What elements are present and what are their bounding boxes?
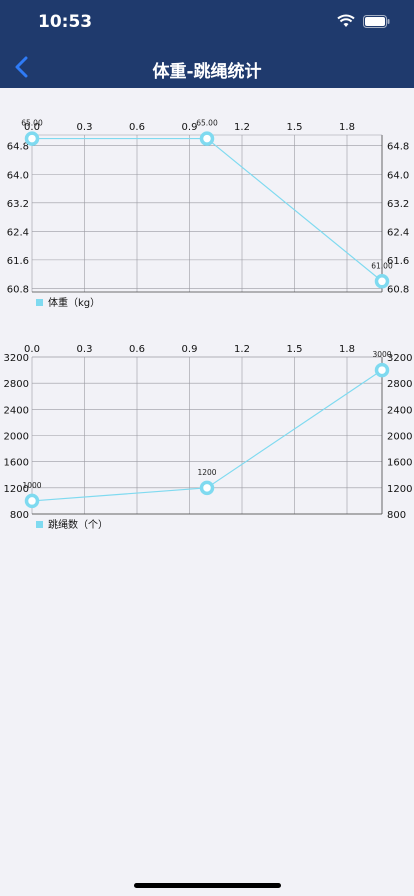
y-tick-label-left: 2800: [4, 379, 29, 390]
y-tick-label-left: 64.0: [7, 170, 29, 181]
y-tick-label-left: 3200: [4, 353, 29, 364]
data-label: 65.00: [196, 119, 218, 128]
data-label: 3000: [372, 350, 391, 359]
home-indicator: [134, 883, 281, 888]
data-point: [199, 131, 215, 146]
y-tick-label-right: 2400: [387, 405, 412, 416]
data-point: [24, 131, 40, 146]
y-tick-label-left: 2400: [4, 405, 29, 416]
data-point: [374, 362, 390, 378]
x-tick-label: 1.8: [339, 344, 355, 355]
data-point: [374, 274, 390, 289]
legend-swatch: [36, 299, 43, 306]
y-tick-label-right: 62.4: [387, 227, 409, 238]
legend-swatch: [36, 521, 43, 528]
x-tick-label: 0.0: [24, 344, 40, 355]
y-tick-label-right: 64.8: [387, 142, 409, 153]
data-point: [24, 493, 40, 509]
y-tick-label-left: 2000: [4, 432, 29, 443]
data-label: 65.00: [21, 119, 43, 128]
back-button[interactable]: [8, 52, 34, 82]
x-tick-label: 1.2: [234, 344, 250, 355]
y-tick-label-left: 61.6: [7, 256, 29, 267]
y-tick-label-right: 60.8: [387, 284, 409, 295]
data-label: 61.00: [371, 261, 393, 270]
x-tick-label: 0.3: [77, 122, 93, 133]
weight-chart: 0.0 0.3 0.6 0.9 1.2 1.5 1.8 64.8 64.8 64.0 64.0 63.…: [0, 110, 414, 319]
wifi-icon: [337, 14, 355, 28]
page-title: 体重-跳绳统计: [152, 62, 262, 82]
y-tick-label-right: 800: [387, 510, 406, 521]
y-tick-label-right: 1600: [387, 458, 412, 469]
x-tick-label: 0.0: [24, 122, 40, 133]
y-tick-label-left: 60.8: [7, 284, 29, 295]
data-label: 1000: [22, 481, 41, 490]
battery-icon: [363, 14, 390, 28]
y-tick-label-right: 1200: [387, 484, 412, 495]
navigation-header: 10:53 体重-跳绳统计: [0, 0, 414, 88]
y-tick-label-right: 64.0: [387, 170, 409, 181]
y-tick-label-left: 63.2: [7, 199, 29, 210]
weight-chart-svg: 0.0 0.3 0.6 0.9 1.2 1.5 1.8 64.8 64.8 64.0 64.0 63.…: [7, 119, 410, 309]
y-tick-label-right: 63.2: [387, 199, 409, 210]
y-tick-label-right: 2800: [387, 379, 412, 390]
y-tick-label-left: 1200: [4, 484, 29, 495]
status-icons: [337, 14, 390, 28]
data-label: 1200: [197, 468, 216, 477]
x-tick-label: 0.9: [182, 344, 198, 355]
y-tick-label-right: 2000: [387, 432, 412, 443]
legend-label: 跳绳数（个）: [48, 518, 108, 531]
data-point: [199, 480, 215, 496]
y-tick-label-right: 3200: [387, 353, 412, 364]
y-tick-label-left: 800: [10, 510, 29, 521]
x-tick-label: 0.9: [182, 122, 198, 133]
y-tick-label-left: 1600: [4, 458, 29, 469]
y-tick-label-left: 64.8: [7, 142, 29, 153]
legend-label: 体重（kg）: [48, 296, 100, 309]
x-tick-label: 1.8: [339, 122, 355, 133]
x-tick-label: 0.3: [77, 344, 93, 355]
jump-rope-chart: 0.0 0.3 0.6 0.9 1.2 1.5 1.8 3200 3200 2800 2800 240…: [0, 332, 414, 541]
jump-rope-chart-svg: 0.0 0.3 0.6 0.9 1.2 1.5 1.8 3200 3200 2800 2800 240…: [4, 344, 413, 531]
chevron-left-icon: [15, 56, 28, 78]
x-tick-label: 0.6: [129, 122, 145, 133]
y-tick-label-left: 62.4: [7, 227, 29, 238]
x-tick-label: 1.5: [287, 122, 303, 133]
x-tick-label: 1.5: [287, 344, 303, 355]
x-tick-label: 0.6: [129, 344, 145, 355]
y-tick-label-right: 61.6: [387, 256, 409, 267]
x-tick-label: 1.2: [234, 122, 250, 133]
status-time: 10:53: [38, 12, 93, 32]
